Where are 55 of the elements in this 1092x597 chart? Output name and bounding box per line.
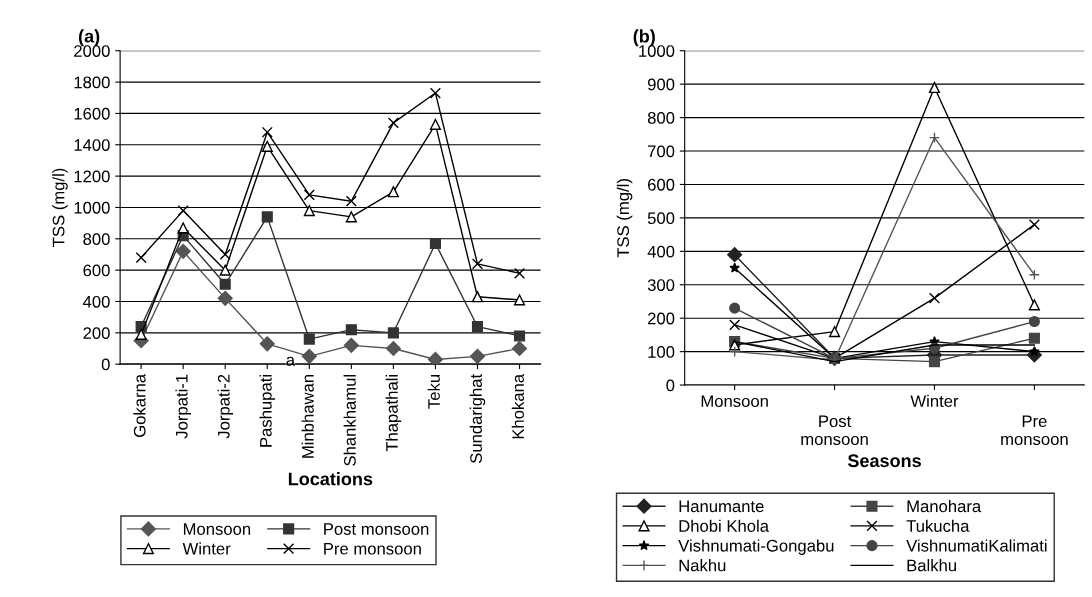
y-tick-label: 600: [648, 178, 675, 191]
x-tick-label: Monsoon: [701, 395, 768, 408]
y-axis-title: TSS (mg/l): [616, 179, 633, 258]
y-tick-label: 600: [83, 264, 110, 277]
legend-label: Post monsoon: [324, 523, 429, 535]
y-tick-label: 900: [647, 78, 675, 91]
x-tick-label: Thapathali: [385, 375, 402, 452]
annotation: a: [286, 356, 296, 366]
legend-label: VishnumatiKalimati: [906, 539, 1047, 552]
x-tick-label: Minbhawan: [301, 374, 314, 458]
legend-label: Manohara: [907, 499, 982, 513]
y-tick-label: 1000: [639, 45, 675, 57]
chart-title: (a): [78, 29, 100, 47]
x-tick-label: Winter: [910, 394, 959, 408]
legend-label: Monsoon: [183, 523, 251, 535]
legend-label: Pre monsoon: [324, 542, 421, 555]
x-tick-label: Post monsoon: [801, 415, 868, 446]
x-axis-title: Locations: [288, 472, 373, 486]
legend-label: Nakhu: [679, 559, 726, 572]
legend-label: Vishnumati-Gongabu: [678, 539, 834, 555]
y-tick-label: 400: [82, 295, 110, 308]
y-tick-label: 2000: [74, 45, 110, 57]
legend-label: Tukucha: [906, 519, 970, 532]
y-tick-label: 1600: [74, 107, 110, 120]
y-tick-label: 800: [83, 233, 110, 245]
x-tick-label: Teku: [427, 375, 440, 409]
y-tick-label: 500: [647, 212, 675, 225]
legend-label: Winter: [182, 542, 231, 555]
y-tick-label: 200: [648, 312, 675, 325]
legend-label: Balkhu: [907, 559, 956, 572]
legend-label: Hanumante: [679, 500, 764, 513]
x-tick-label: Gokarna: [133, 373, 146, 437]
x-axis-title: Seasons: [847, 454, 921, 468]
y-tick-label: 0: [101, 358, 110, 371]
x-tick-label: Jorpati-2: [217, 374, 233, 439]
y-tick-label: 300: [647, 279, 675, 291]
y-tick-label: 700: [648, 145, 675, 158]
x-tick-label: Pre monsoon: [1001, 415, 1068, 446]
x-tick-label: Sundarighat: [469, 374, 486, 464]
y-tick-label: 1800: [74, 76, 110, 89]
y-tick-label: 100: [648, 346, 675, 358]
y-tick-label: 0: [666, 379, 675, 392]
y-tick-label: 800: [647, 112, 675, 124]
y-tick-label: 400: [647, 245, 675, 258]
x-tick-label: Shankhamul: [343, 375, 356, 466]
x-tick-label: Jorpati-1: [175, 374, 191, 439]
legend-label: Dhobi Khola: [679, 519, 769, 532]
y-axis-title: TSS (mg/l): [52, 168, 68, 247]
y-tick-label: 200: [83, 327, 110, 340]
y-tick-label: 1200: [74, 170, 110, 183]
chart-title: (b): [633, 29, 655, 47]
x-tick-label: Khokana: [511, 373, 524, 439]
x-tick-label: Pashupati: [259, 375, 276, 447]
y-tick-label: 1000: [74, 201, 110, 214]
y-tick-label: 1400: [74, 139, 110, 151]
